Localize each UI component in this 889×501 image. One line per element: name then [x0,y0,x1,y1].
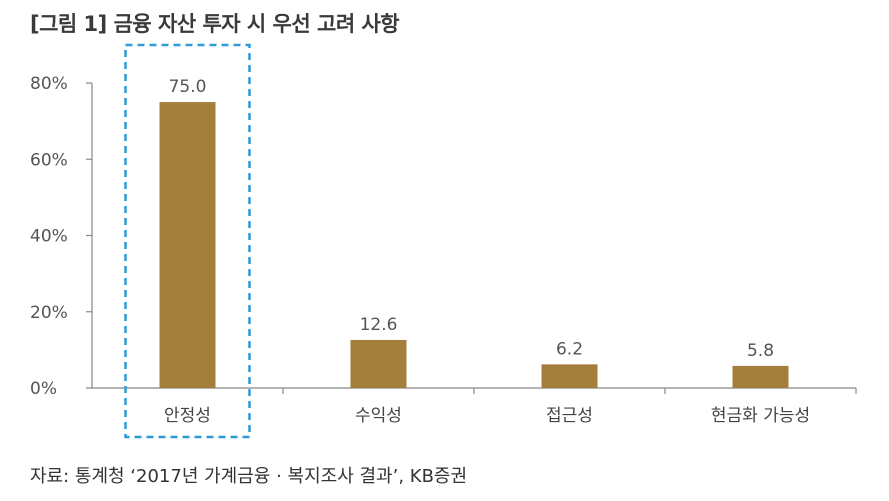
chart-title: [그림 1] 금융 자산 투자 시 우선 고려 사항 [30,12,400,36]
y-tick-label: 0% [30,379,57,399]
y-tick-label: 80% [30,74,68,94]
y-tick-label: 60% [30,150,68,170]
bar-4 [732,365,789,388]
highlight-box [124,43,251,439]
category-label: 수익성 [355,406,402,426]
bar-1 [159,102,216,388]
bar-3 [541,364,598,388]
source-note: 자료: 통계청 ‘2017년 가계금융 · 복지조사 결과’, KB증권 [30,466,468,487]
y-tick-label: 40% [30,227,68,247]
highlight-group [124,43,251,439]
y-axis: 0% 20% 40% 60% 80% [30,74,93,399]
x-axis: 안정성 수익성 접근성 현금화 가능성 [92,387,857,426]
data-label: 5.8 [747,341,774,361]
bar-2 [350,339,407,388]
y-tick-label: 20% [30,303,68,323]
category-label: 안정성 [164,406,211,426]
data-label: 75.0 [169,77,207,97]
bars: 75.0 12.6 6.2 5.8 [159,77,789,388]
data-label: 12.6 [360,315,398,335]
category-label: 접근성 [546,406,593,426]
category-label: 현금화 가능성 [711,406,810,426]
data-label: 6.2 [556,339,583,359]
